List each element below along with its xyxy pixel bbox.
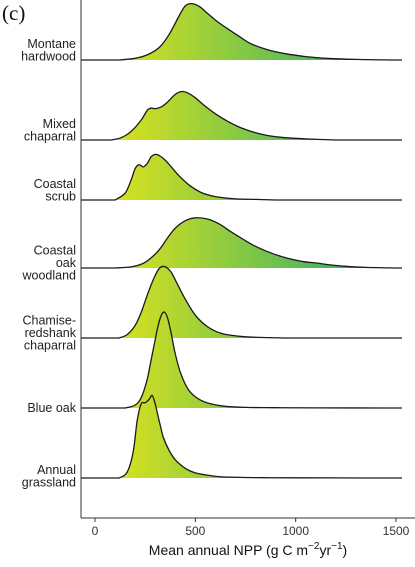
x-tick-label: 1000 [282,524,309,538]
category-label: Annual grassland [22,463,76,490]
category-label: Montane hardwood [21,37,76,64]
category-label-line: redshank [25,326,77,340]
category-label-line: woodland [21,269,76,283]
ridge-outline [81,217,402,269]
category-label-line: scrub [45,189,76,203]
ridge-annual-grassland [81,394,402,479]
category-label: Coastal oak woodland [21,244,76,283]
x-tick-label: 500 [185,524,205,538]
category-label-line: Mixed [43,117,76,131]
category-label: Mixed chaparral [24,117,76,144]
category-label-line: Chamise- [23,314,77,328]
ridge-fill [125,312,396,408]
ridge-outline [81,90,402,141]
ridge-blue-oak [81,311,402,409]
category-label-line: Annual [37,463,76,477]
ridge-outline [81,265,402,339]
ridge-fill [119,3,392,61]
ridge-outline [81,311,402,409]
ridge-fill [115,217,396,268]
ridge-coastal-oak-woodland [81,217,402,269]
ridge-fill [119,266,286,338]
category-label-line: Coastal [34,177,76,191]
ridge-coastal-scrub [81,153,402,201]
category-label: Coastal scrub [34,177,76,204]
category-label-line: Montane [27,37,76,51]
category-label-line: oak [56,256,77,270]
category-label-line: chaparral [24,339,76,353]
panel-label: (c) [2,1,25,25]
category-label-line: grassland [22,475,76,489]
ridge-fill [119,395,396,478]
category-label: Chamise-redshank chaparral [23,314,77,353]
ridge-chamise-redshank-chaparral [81,265,402,339]
ridge-outline [81,153,402,201]
x-axis-title: Mean annual NPP (g C m−2yr−1) [149,541,347,558]
ridge-fill [115,154,276,200]
x-tick-label: 0 [92,524,99,538]
ridge-fill [111,91,336,140]
ridge-outline [81,394,402,479]
x-tick-label: 1500 [383,524,410,538]
category-label-line: Blue oak [27,401,76,415]
category-label: Blue oak [27,401,76,415]
ridge-outline [81,2,402,61]
ridge-mixed-chaparral [81,90,402,141]
category-label-line: Coastal [34,244,76,258]
category-label-line: chaparral [24,129,76,143]
category-label-line: hardwood [21,49,76,63]
ridges [81,2,402,479]
x-ticks: 0 500 1000 1500 [92,518,410,538]
ridge-montane-hardwood [81,2,402,61]
